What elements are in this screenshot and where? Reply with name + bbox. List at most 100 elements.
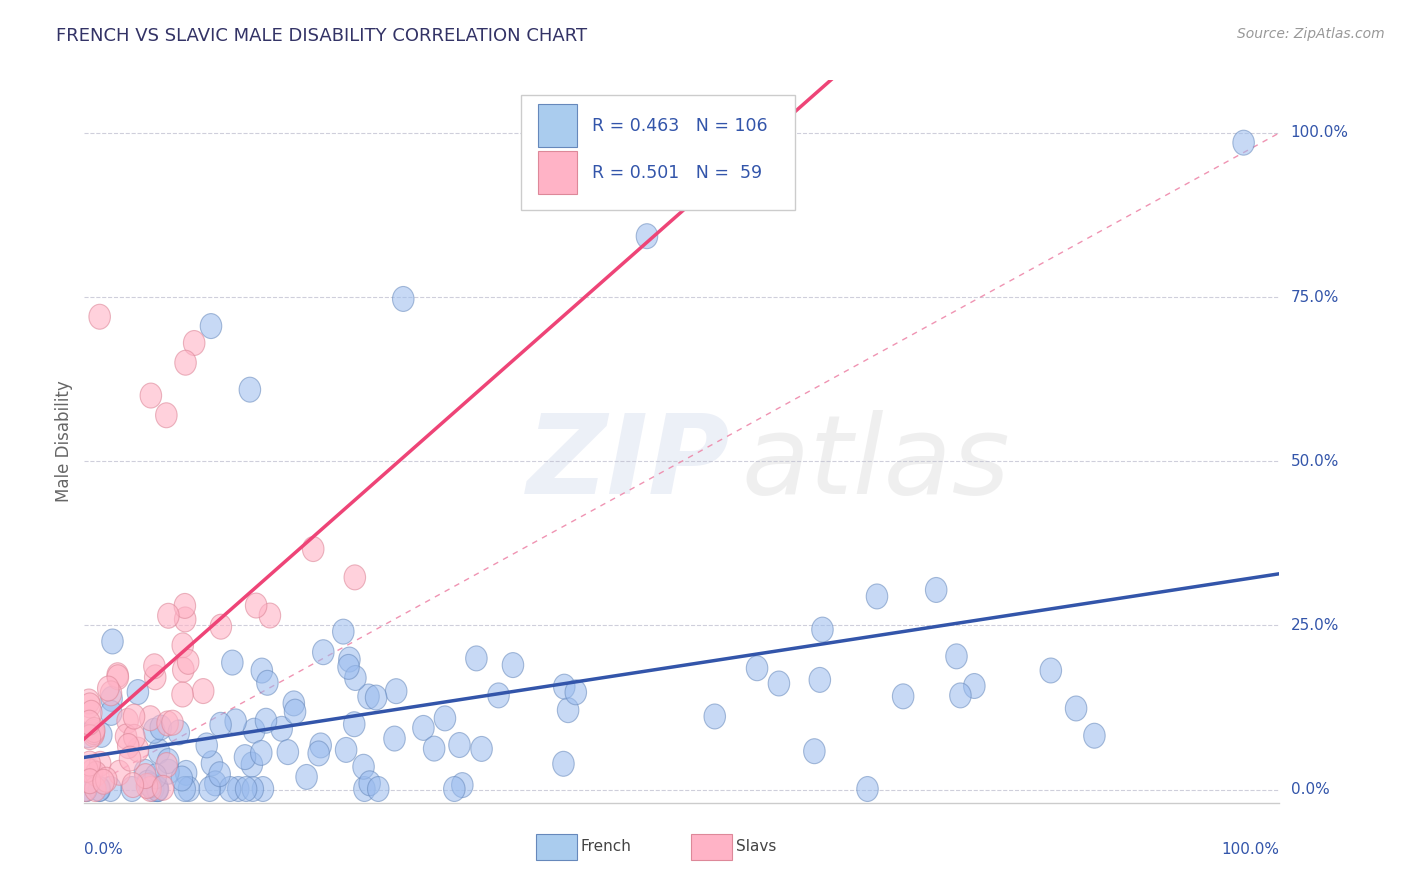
Ellipse shape [79, 769, 101, 794]
Ellipse shape [219, 777, 240, 802]
Text: atlas: atlas [742, 409, 1011, 516]
Ellipse shape [146, 777, 169, 802]
Ellipse shape [174, 607, 195, 632]
Ellipse shape [77, 723, 98, 747]
Ellipse shape [141, 383, 162, 408]
Ellipse shape [893, 684, 914, 709]
Ellipse shape [162, 710, 183, 735]
Ellipse shape [100, 777, 121, 802]
Ellipse shape [242, 777, 263, 802]
Ellipse shape [82, 759, 103, 784]
Ellipse shape [146, 777, 167, 802]
Ellipse shape [79, 751, 100, 776]
Ellipse shape [200, 314, 222, 339]
Ellipse shape [277, 739, 298, 764]
Ellipse shape [434, 706, 456, 731]
Text: R = 0.501   N =  59: R = 0.501 N = 59 [592, 164, 762, 182]
Text: 100.0%: 100.0% [1291, 126, 1348, 140]
Ellipse shape [271, 716, 292, 741]
Ellipse shape [235, 777, 257, 802]
Ellipse shape [174, 777, 195, 802]
Ellipse shape [86, 762, 107, 787]
Ellipse shape [127, 737, 149, 762]
Text: French: French [581, 839, 631, 855]
Ellipse shape [89, 304, 111, 329]
Ellipse shape [866, 584, 887, 609]
Ellipse shape [174, 593, 195, 618]
Ellipse shape [79, 724, 101, 749]
Ellipse shape [239, 377, 260, 402]
Ellipse shape [1040, 658, 1062, 683]
FancyBboxPatch shape [520, 95, 796, 211]
Ellipse shape [101, 629, 124, 654]
Ellipse shape [79, 693, 101, 718]
Ellipse shape [117, 708, 138, 733]
Ellipse shape [89, 777, 110, 802]
Ellipse shape [222, 650, 243, 675]
Text: 0.0%: 0.0% [1291, 782, 1329, 797]
Ellipse shape [157, 759, 179, 784]
Ellipse shape [97, 676, 120, 701]
Ellipse shape [142, 777, 165, 802]
Ellipse shape [333, 619, 354, 644]
Ellipse shape [143, 654, 165, 679]
Ellipse shape [367, 777, 389, 802]
Ellipse shape [172, 632, 194, 657]
Ellipse shape [139, 706, 162, 731]
Ellipse shape [246, 593, 267, 618]
Ellipse shape [157, 748, 179, 773]
Ellipse shape [488, 683, 509, 708]
Ellipse shape [312, 640, 335, 665]
Ellipse shape [392, 286, 413, 311]
Ellipse shape [949, 683, 972, 708]
Ellipse shape [283, 691, 305, 716]
Ellipse shape [139, 777, 162, 802]
Ellipse shape [423, 736, 444, 761]
Ellipse shape [502, 653, 523, 678]
Ellipse shape [471, 737, 492, 762]
Ellipse shape [451, 772, 472, 797]
Ellipse shape [93, 769, 114, 794]
Ellipse shape [384, 726, 405, 751]
Ellipse shape [134, 759, 156, 784]
Ellipse shape [76, 777, 97, 802]
Ellipse shape [201, 751, 222, 776]
Ellipse shape [150, 715, 172, 740]
Ellipse shape [76, 757, 98, 782]
Ellipse shape [120, 746, 141, 771]
Ellipse shape [101, 687, 122, 712]
Text: 25.0%: 25.0% [1291, 618, 1339, 633]
Ellipse shape [235, 745, 256, 770]
Ellipse shape [127, 680, 149, 705]
Ellipse shape [811, 617, 834, 642]
Ellipse shape [157, 711, 179, 736]
Ellipse shape [946, 644, 967, 669]
Ellipse shape [136, 771, 159, 796]
Ellipse shape [84, 777, 105, 802]
Ellipse shape [256, 708, 277, 733]
Ellipse shape [465, 646, 486, 671]
Ellipse shape [1066, 696, 1087, 721]
Ellipse shape [354, 777, 375, 802]
Ellipse shape [139, 772, 162, 797]
Ellipse shape [240, 752, 263, 777]
Ellipse shape [89, 777, 111, 802]
Ellipse shape [284, 699, 305, 724]
Ellipse shape [79, 710, 100, 735]
Ellipse shape [169, 720, 190, 745]
Ellipse shape [135, 764, 156, 789]
Ellipse shape [90, 751, 111, 776]
Y-axis label: Male Disability: Male Disability [55, 381, 73, 502]
Ellipse shape [412, 715, 434, 740]
Ellipse shape [252, 658, 273, 683]
Ellipse shape [308, 741, 329, 766]
Ellipse shape [148, 739, 170, 764]
Ellipse shape [80, 700, 103, 725]
Ellipse shape [79, 689, 100, 714]
Ellipse shape [200, 777, 221, 802]
Ellipse shape [554, 674, 575, 699]
FancyBboxPatch shape [538, 151, 576, 194]
FancyBboxPatch shape [538, 104, 576, 147]
Ellipse shape [225, 709, 246, 734]
Ellipse shape [243, 718, 264, 743]
